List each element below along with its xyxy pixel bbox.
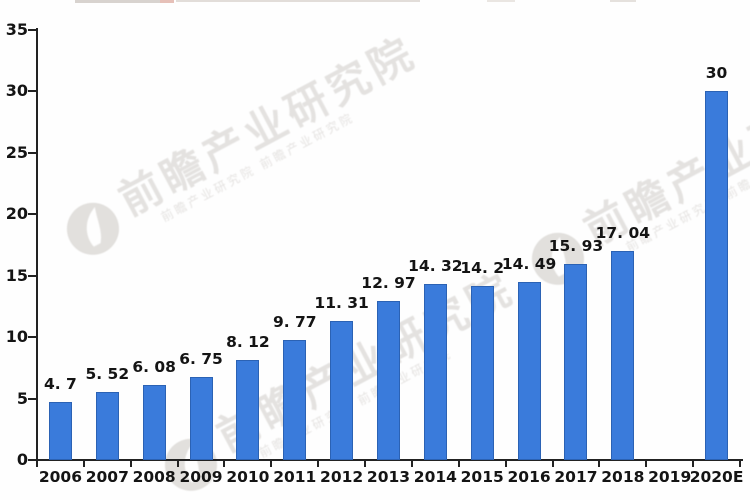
bar-value-label-2008: 6. 08 [132, 358, 176, 377]
bar-2009 [189, 377, 213, 460]
x-category-label-2019: 2019 [648, 468, 692, 486]
x-tick [364, 461, 367, 467]
bar-2015 [470, 285, 494, 460]
x-tick [692, 461, 695, 467]
bar-2018 [611, 250, 635, 460]
x-category-label-2017: 2017 [554, 468, 598, 486]
y-tick-label: 25 [5, 142, 28, 162]
x-tick [410, 461, 413, 467]
x-category-label-2011: 2011 [273, 468, 317, 486]
bar-2007 [95, 392, 119, 460]
bar-value-label-2016: 14. 49 [501, 254, 557, 273]
y-tick [28, 397, 36, 400]
bar-value-label-2018: 17. 04 [595, 223, 651, 242]
y-tick [28, 90, 36, 93]
x-tick [551, 461, 554, 467]
cropped-text-artifact [75, 0, 167, 3]
y-tick-label: 20 [5, 204, 28, 224]
y-tick [28, 29, 36, 31]
x-tick [645, 461, 648, 467]
x-tick [598, 461, 601, 467]
x-tick [36, 461, 38, 467]
cropped-text-artifact [160, 0, 174, 3]
bar-2017 [564, 264, 588, 460]
bar-2010 [236, 360, 260, 460]
cropped-text-artifact [487, 0, 515, 2]
x-tick [82, 461, 85, 467]
bar-value-label-2012: 11. 31 [314, 294, 369, 313]
x-tick [223, 461, 226, 467]
y-axis-line [35, 28, 38, 462]
cropped-text-artifact [176, 0, 420, 2]
x-category-label-2013: 2013 [366, 468, 411, 486]
x-tick [457, 461, 460, 467]
bar-2013 [377, 300, 400, 460]
bar-value-label-2011: 9. 77 [272, 312, 317, 331]
x-category-label-2008: 2008 [132, 468, 176, 486]
y-tick-label: 35 [5, 20, 28, 39]
y-tick-label: 5 [16, 388, 28, 408]
x-category-label-2006: 2006 [38, 468, 82, 486]
x-category-label-2007: 2007 [85, 468, 129, 486]
x-category-label-2015: 2015 [460, 468, 504, 486]
bar-value-label-2014: 14. 32 [408, 257, 463, 276]
x-tick [504, 461, 507, 467]
y-tick-label: 0 [16, 450, 28, 469]
bar-2014 [423, 284, 447, 460]
bar-2020E [705, 91, 729, 460]
bar-2008 [142, 385, 166, 460]
x-category-label-2014: 2014 [413, 468, 457, 486]
bar-2016 [517, 281, 541, 460]
x-tick [739, 461, 741, 467]
bar-2011 [283, 339, 307, 460]
x-category-label-2018: 2018 [601, 468, 645, 486]
bar-value-label-2015: 14. 2 [460, 258, 505, 277]
bar-2012 [330, 321, 354, 460]
y-tick [28, 151, 36, 154]
y-tick [28, 459, 36, 461]
y-tick-label: 15 [5, 265, 28, 285]
bar-2006 [48, 402, 72, 460]
x-category-label-2020E: 2020E [689, 468, 744, 486]
bar-value-label-2007: 5. 52 [85, 365, 130, 384]
x-tick [270, 461, 273, 467]
x-category-label-2010: 2010 [226, 468, 270, 486]
cropped-text-artifact [610, 0, 636, 2]
x-tick [176, 461, 179, 467]
y-tick-label: 30 [5, 81, 28, 101]
bar-value-label-2010: 8. 12 [226, 333, 270, 352]
x-tick [317, 461, 320, 467]
x-category-label-2016: 2016 [507, 468, 551, 486]
y-tick [28, 213, 36, 216]
y-tick-label: 10 [5, 327, 28, 347]
bar-value-label-2006: 4. 7 [43, 375, 77, 394]
bar-value-label-2013: 12. 97 [361, 273, 416, 292]
y-tick [28, 274, 36, 277]
x-tick [129, 461, 132, 467]
bar-value-label-2020E: 30 [705, 64, 728, 83]
bar-value-label-2009: 6. 75 [179, 350, 223, 369]
y-tick [28, 336, 36, 339]
x-category-label-2012: 2012 [320, 468, 364, 486]
